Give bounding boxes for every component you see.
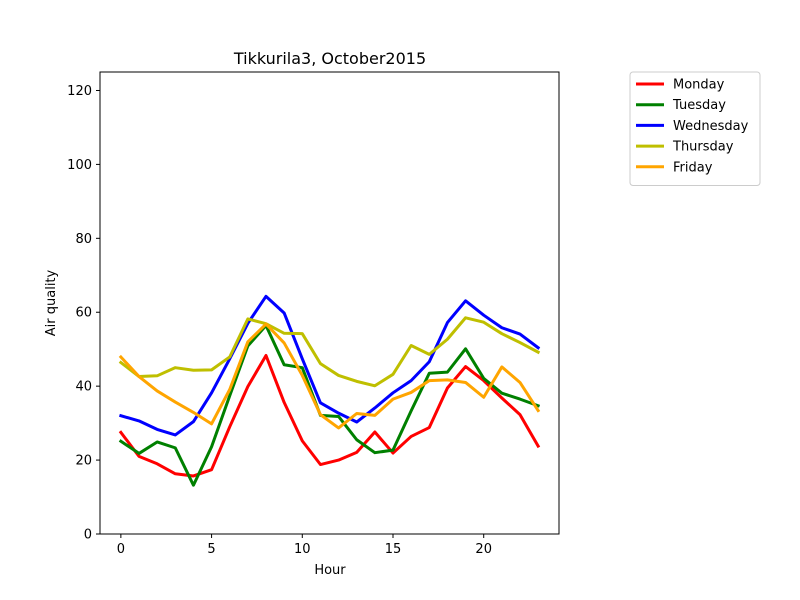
legend-box [629, 71, 761, 186]
x-tick-label: 5 [207, 542, 215, 557]
x-axis-label: Hour [314, 563, 346, 578]
legend-label-friday: Friday [673, 160, 713, 175]
y-axis-label: Air quality [44, 269, 59, 336]
y-tick-label: 40 [75, 380, 92, 395]
series-line-tuesday [118, 324, 541, 487]
x-tick-label: 20 [475, 542, 492, 557]
y-tick-label: 60 [75, 306, 92, 321]
y-axis: 0 20 40 60 80 100 120 [67, 84, 100, 543]
series-layer [118, 294, 541, 487]
chart-title: Tikkurila3, October2015 [233, 49, 426, 68]
legend-label-thursday: Thursday [672, 140, 734, 155]
plot-frame [99, 71, 560, 535]
series-line-friday [118, 322, 541, 430]
legend-label-wednesday: Wednesday [673, 119, 749, 134]
y-tick-label: 20 [75, 454, 92, 469]
x-tick-label: 0 [117, 542, 125, 557]
x-axis: 0 5 10 15 20 [117, 534, 492, 557]
series-line-wednesday [119, 294, 541, 437]
x-tick-label: 15 [385, 542, 402, 557]
y-tick-label: 80 [75, 232, 92, 247]
y-tick-label: 120 [67, 84, 92, 99]
legend-label-monday: Monday [673, 78, 725, 93]
legend: Monday Tuesday Wednesday Thursday Friday [629, 71, 761, 186]
series-line-thursday [118, 316, 541, 388]
legend-label-tuesday: Tuesday [672, 98, 726, 113]
y-tick-label: 0 [84, 528, 92, 543]
y-tick-label: 100 [67, 158, 92, 173]
x-tick-label: 10 [294, 542, 311, 557]
